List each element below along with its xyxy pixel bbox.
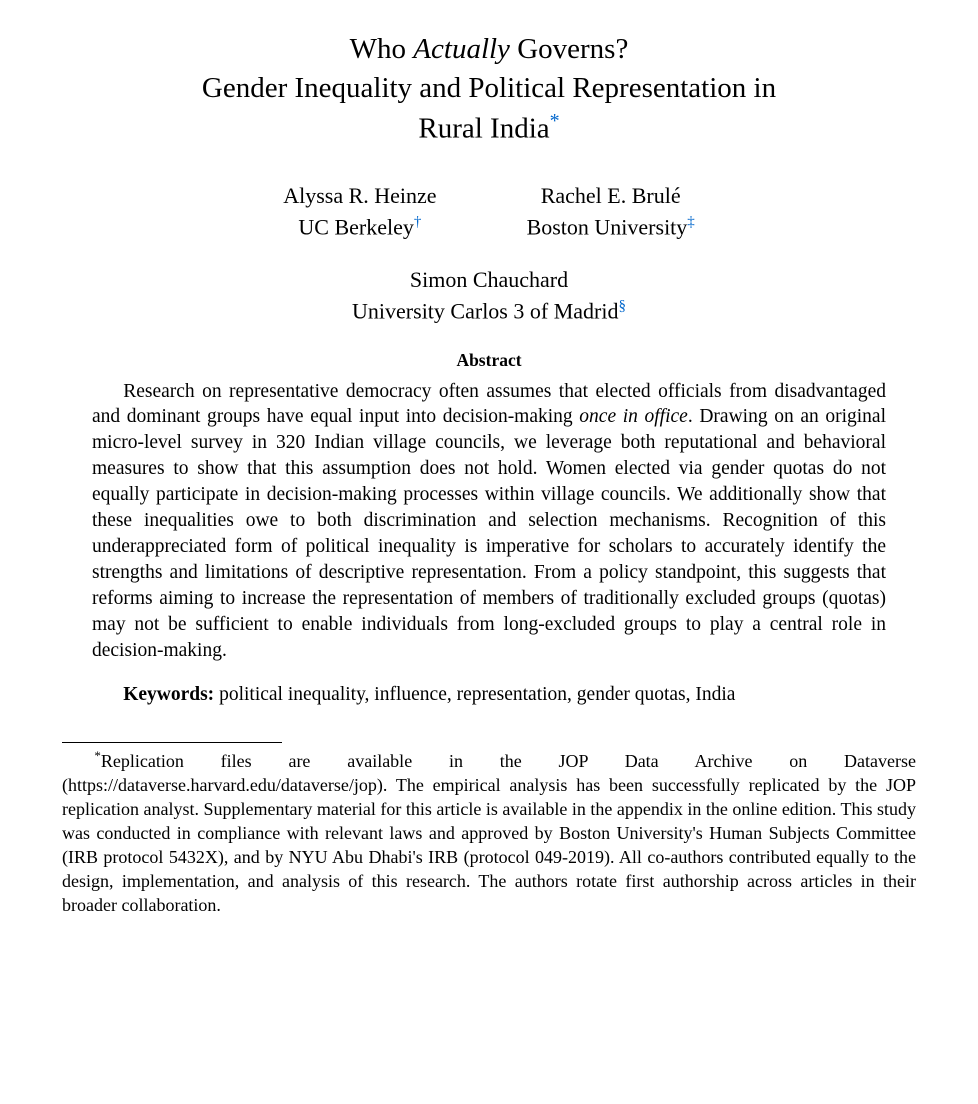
abstract-text-post: . Drawing on an original micro-level sur… xyxy=(92,406,886,660)
author-footnote-mark[interactable]: § xyxy=(618,298,626,314)
keywords-block: Keywords: political inequality, influenc… xyxy=(92,682,886,708)
authors-block: Alyssa R. Heinze UC Berkeley† Rachel E. … xyxy=(62,181,916,327)
title-footnote-mark[interactable]: * xyxy=(550,110,560,132)
abstract-body: Research on representative democracy oft… xyxy=(92,379,886,664)
author-row-2: Simon Chauchard University Carlos 3 of M… xyxy=(62,265,916,327)
abstract-text-italic: once in office xyxy=(579,406,688,427)
title-line1-italic: Actually xyxy=(413,33,510,65)
author-name: Alyssa R. Heinze xyxy=(283,183,436,208)
keywords-text: political inequality, influence, represe… xyxy=(214,684,735,705)
author-name: Rachel E. Brulé xyxy=(541,183,681,208)
footnote-text: Replication files are available in the J… xyxy=(62,751,916,916)
author-name: Simon Chauchard xyxy=(410,267,568,292)
author-footnote-mark[interactable]: † xyxy=(414,214,422,230)
author-affiliation: UC Berkeley xyxy=(298,214,413,239)
title-line1-pre: Who xyxy=(350,33,414,65)
title-line3: Rural India xyxy=(418,113,549,145)
author-row-1: Alyssa R. Heinze UC Berkeley† Rachel E. … xyxy=(62,181,916,243)
footnotes-block: *Replication files are available in the … xyxy=(62,747,916,918)
paper-title: Who Actually Governs? Gender Inequality … xyxy=(62,30,916,149)
title-line1-post: Governs? xyxy=(510,33,628,65)
footnote-separator xyxy=(62,742,282,743)
author-footnote-mark[interactable]: ‡ xyxy=(687,214,695,230)
author-3: Simon Chauchard University Carlos 3 of M… xyxy=(352,265,626,327)
abstract-heading: Abstract xyxy=(62,349,916,373)
author-affiliation: Boston University xyxy=(527,214,688,239)
title-line2: Gender Inequality and Political Represen… xyxy=(202,72,776,104)
author-affiliation: University Carlos 3 of Madrid xyxy=(352,298,618,323)
keywords-label: Keywords: xyxy=(123,684,214,705)
author-1: Alyssa R. Heinze UC Berkeley† xyxy=(283,181,436,243)
author-2: Rachel E. Brulé Boston University‡ xyxy=(527,181,695,243)
